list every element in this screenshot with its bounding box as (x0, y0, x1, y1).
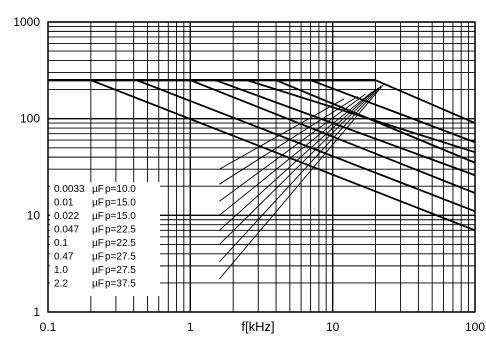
series-line-rising (219, 93, 366, 202)
series-line-rising (219, 89, 376, 231)
y-tick-label: 1 (33, 305, 40, 319)
series-line-falling (375, 79, 476, 124)
legend-capacitance: 2.2 (54, 279, 68, 290)
legend-capacitance: 1.0 (54, 265, 68, 276)
legend-pitch: p=27.5 (105, 252, 136, 263)
legend-pitch: p=15.0 (105, 198, 136, 209)
series-line-rising (219, 96, 358, 185)
legend-pitch: p=22.5 (105, 238, 136, 249)
legend-box (50, 182, 160, 296)
y-tick-label: 1000 (13, 15, 40, 29)
x-axis-label: f[kHz] (241, 319, 274, 334)
legend-unit: µF (92, 225, 104, 236)
x-tick-label: 1 (187, 320, 194, 334)
series-line-falling (190, 79, 476, 194)
series-line-falling (90, 79, 476, 232)
legend-pitch: p=37.5 (105, 279, 136, 290)
legend-capacitance: 0.47 (54, 252, 74, 263)
series-line-falling (215, 79, 476, 177)
legend-pitch: p=22.5 (105, 225, 136, 236)
series-line-rising (219, 87, 379, 245)
x-tick-label: 10 (326, 320, 340, 334)
legend-capacitance: 0.1 (54, 238, 68, 249)
legend-pitch: p=27.5 (105, 265, 136, 276)
legend-unit: µF (92, 184, 104, 195)
series-line-falling (310, 79, 476, 144)
legend-capacitance: 0.022 (54, 211, 79, 222)
legend-capacitance: 0.047 (54, 225, 79, 236)
series-line-falling (275, 79, 476, 164)
plot-frame (47, 21, 476, 313)
legend-unit: µF (92, 198, 104, 209)
legend-capacitance: 0.0033 (54, 184, 85, 195)
series-line-rising (219, 91, 373, 216)
curves (48, 78, 476, 280)
legend-unit: µF (92, 279, 104, 290)
x-tick-label: 100 (465, 320, 485, 334)
series-line-rising (219, 85, 382, 263)
legend-unit: µF (92, 211, 104, 222)
legend-capacitance: 0.01 (54, 198, 74, 209)
legend: 0.0033 µF p=10.00.01 µF p=15.00.022 µF p=15.00… (50, 182, 160, 296)
legend-unit: µF (92, 252, 104, 263)
legend-unit: µF (92, 238, 104, 249)
y-tick-label: 10 (27, 208, 41, 222)
x-tick-label: 0.1 (40, 320, 57, 334)
y-tick-label: 100 (20, 112, 40, 126)
legend-pitch: p=15.0 (105, 211, 136, 222)
legend-unit: µF (92, 265, 104, 276)
series-line-rising (219, 98, 345, 170)
series-line-rising (219, 83, 385, 280)
legend-pitch: p=10.0 (105, 184, 136, 195)
